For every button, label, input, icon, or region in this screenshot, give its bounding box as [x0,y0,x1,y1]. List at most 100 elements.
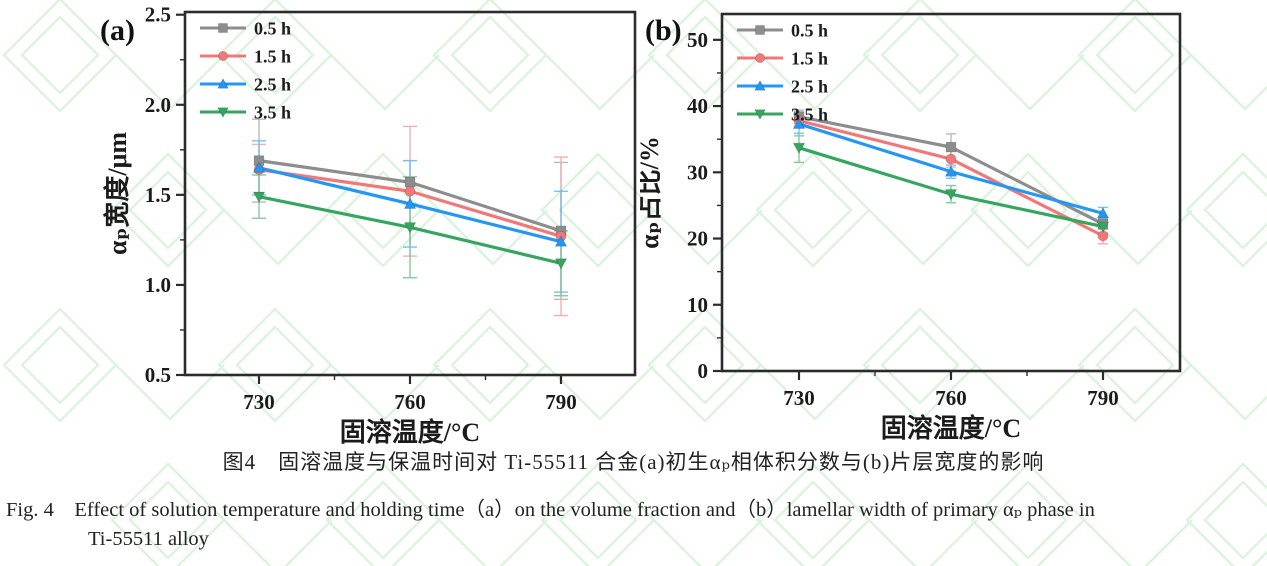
legend-label: 0.5 h [254,19,291,39]
legend: 0.5 h 1.5 h 2.5 h 3.5 h [737,21,828,125]
series-marker [944,189,958,201]
series-2.5h [792,117,1110,219]
watermark-chevron [1190,364,1267,421]
watermark-chevron [653,519,763,566]
watermark-chevron [330,54,440,111]
series-marker [252,191,266,204]
series-marker [792,117,806,129]
watermark-chevron [115,54,225,111]
y-tick-label: 20 [687,227,708,251]
legend-label: 3.5 h [791,105,828,125]
watermark-diamond [432,307,548,423]
watermark-diamond [110,152,226,268]
series-3.5h [792,142,1110,234]
watermark-diamond [862,0,978,113]
series-3.5h [252,191,568,270]
y-axis-label: αₚ占比/% [640,136,664,249]
watermark-chevron [975,54,1085,111]
watermark-diamond [665,15,745,95]
panel-letter: (a) [100,14,135,47]
legend-marker [754,109,766,121]
watermark-diamond [665,325,745,405]
watermark-diamond [217,307,333,423]
x-tick-label: 790 [1087,386,1119,410]
watermark-chevron [653,209,763,266]
watermark-diamond [1203,170,1267,250]
watermark-diamond [773,480,853,560]
watermark-diamond [20,325,100,405]
watermark-diamond [1095,15,1175,95]
y-tick-label: 2.5 [145,3,171,27]
watermark-chevron [975,364,1085,421]
watermark-chevron [330,364,440,421]
y-tick-label: 40 [687,94,708,118]
watermark-diamond [647,307,763,423]
watermark-diamond [1185,152,1267,268]
caption-english-line2: Ti-55511 alloy [88,528,209,550]
watermark-diamond [450,325,530,405]
axes: 0 10 20 30 40 50 730 760 790 固溶温度/°C αₚ占比/% [640,12,1182,443]
series-marker [945,141,957,153]
watermark-chevron [760,364,870,421]
y-tick-label: 0 [698,359,709,383]
caption-english-line1: Fig. 4 Effect of solution temperature an… [6,499,1095,521]
watermark-diamond [128,170,208,250]
caption-chinese: 图4 固溶温度与保温时间对 Ti-55511 合金(a)初生αₚ相体积分数与(b… [222,450,1045,474]
series-marker [403,222,417,234]
panel-letter: (b) [645,14,682,47]
legend-marker [754,79,766,91]
x-tick-label: 730 [243,390,275,414]
x-axis-label: 固溶温度/°C [881,413,1021,443]
legend-label: 2.5 h [254,75,291,95]
y-axis-label: αₚ宽度/μm [102,132,132,255]
watermark-diamond [2,0,118,113]
watermark-diamond [325,152,441,268]
watermark-chevron [438,519,548,566]
watermark-diamond [235,325,315,405]
series-marker [403,197,417,209]
legend-marker [755,25,765,35]
watermark-diamond [432,0,548,113]
watermark-diamond [558,170,638,250]
watermark-diamond [217,0,333,113]
series-marker [252,161,266,173]
y-tick-label: 1.0 [145,273,171,297]
series-marker [554,258,568,270]
watermark-chevron [223,519,333,566]
series-marker [404,185,416,197]
axes: 0.5 1.0 1.5 2.0 2.5 730 760 790 固溶温度/°C αₚ宽度/μm [102,3,637,446]
watermark-diamond [128,480,208,560]
watermark-diamond [755,462,871,566]
watermark-diamond [2,307,118,423]
watermark-diamond [647,0,763,113]
y-tick-label: 2.0 [145,93,171,117]
watermark-diamond [343,480,423,560]
watermark-chevron [868,209,978,266]
watermark-chevron [545,364,655,421]
watermark-chevron [1190,54,1267,111]
legend-marker [755,53,766,64]
watermark-chevron [223,209,333,266]
legend-label: 1.5 h [254,47,291,67]
watermark-diamond [343,170,423,250]
charts-row: 0.5 1.0 1.5 2.0 2.5 730 760 790 固溶温度/°C αₚ宽度/μm (a… [100,3,1182,446]
y-tick-label: 30 [687,160,708,184]
watermark-chevron [760,54,870,111]
x-tick-label: 730 [783,386,815,410]
watermark-diamond [773,170,853,250]
legend-marker [217,107,229,119]
series-marker [1096,206,1110,219]
watermark-diamond [20,15,100,95]
watermark-diamond [970,462,1086,566]
legend-label: 1.5 h [791,49,828,69]
x-tick-label: 790 [545,390,577,414]
series-marker [554,235,568,247]
series-marker [1096,221,1110,234]
watermark-diamond [558,480,638,560]
series-0.5h [253,155,567,237]
watermark-chevron [1083,519,1193,566]
watermark-chevron [868,519,978,566]
watermark-diamond [540,462,656,566]
series-marker [404,176,416,188]
